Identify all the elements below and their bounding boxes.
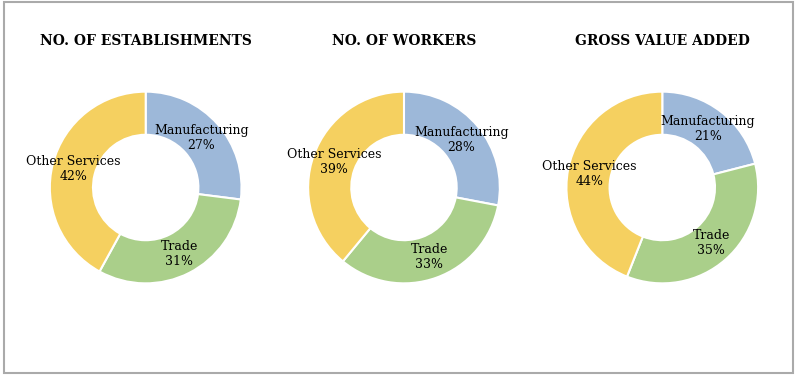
- Wedge shape: [50, 92, 146, 272]
- Text: Other Services
39%: Other Services 39%: [287, 148, 381, 176]
- Title: GROSS VALUE ADDED: GROSS VALUE ADDED: [575, 34, 750, 48]
- Text: Other Services
44%: Other Services 44%: [542, 160, 637, 188]
- Text: Manufacturing
28%: Manufacturing 28%: [414, 126, 508, 154]
- Text: Other Services
42%: Other Services 42%: [26, 155, 121, 183]
- Text: Trade
31%: Trade 31%: [161, 240, 198, 268]
- Wedge shape: [146, 92, 241, 200]
- Title: NO. OF ESTABLISHMENTS: NO. OF ESTABLISHMENTS: [40, 34, 252, 48]
- Text: Trade
35%: Trade 35%: [693, 229, 730, 257]
- Wedge shape: [662, 92, 755, 174]
- Wedge shape: [308, 92, 404, 261]
- Wedge shape: [100, 194, 241, 284]
- Wedge shape: [627, 164, 758, 284]
- Text: Manufacturing
21%: Manufacturing 21%: [661, 115, 755, 143]
- Text: Trade
33%: Trade 33%: [410, 243, 448, 272]
- Wedge shape: [404, 92, 500, 206]
- Wedge shape: [343, 197, 498, 284]
- Title: NO. OF WORKERS: NO. OF WORKERS: [332, 34, 476, 48]
- Text: Manufacturing
27%: Manufacturing 27%: [154, 124, 249, 152]
- Wedge shape: [567, 92, 662, 277]
